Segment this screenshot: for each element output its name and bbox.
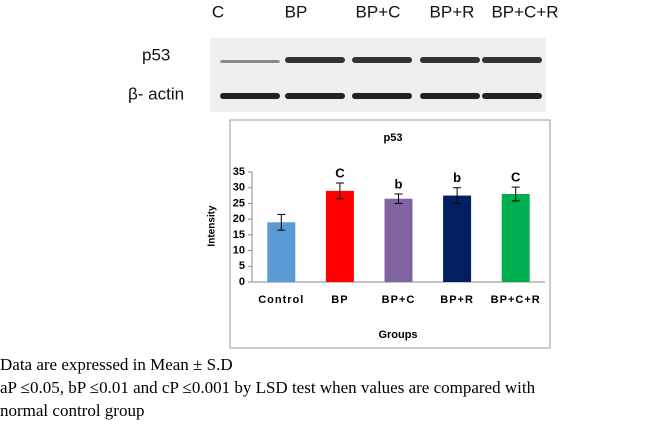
- caption-line: aP ≤0.05, bP ≤0.01 and cP ≤0.001 by LSD …: [0, 378, 536, 397]
- lane-label: BP: [285, 2, 308, 21]
- caption-line: Data are expressed in Mean ± S.D: [0, 355, 233, 374]
- y-tick-label: 0: [239, 276, 245, 288]
- x-axis-label: Groups: [378, 329, 417, 341]
- band: [420, 57, 480, 63]
- y-tick-label: 5: [239, 260, 245, 272]
- band: [220, 93, 280, 99]
- bar: [325, 190, 354, 282]
- x-tick-label: BP+R: [440, 294, 474, 306]
- x-tick-label: BP: [331, 294, 348, 306]
- x-tick-label: BP+C: [382, 294, 416, 306]
- blot-membrane: [210, 38, 546, 112]
- lane-label: BP+C: [356, 2, 401, 21]
- band: [482, 57, 542, 63]
- y-tick-label: 10: [233, 244, 245, 256]
- caption-line: normal control group: [0, 401, 144, 420]
- lane-label: BP+R: [430, 2, 475, 21]
- y-tick-label: 35: [233, 166, 245, 178]
- band: [352, 93, 412, 99]
- y-tick-label: 20: [233, 213, 245, 225]
- band: [482, 93, 542, 99]
- bar: [443, 195, 472, 282]
- row-label: β- actin: [128, 84, 184, 103]
- x-tick-label: BP+C+R: [491, 294, 541, 306]
- bar: [501, 194, 530, 282]
- y-tick-label: 30: [233, 182, 245, 194]
- y-tick-label: 25: [233, 197, 245, 209]
- lane-label: C: [212, 2, 224, 21]
- y-axis-label: Intensity: [207, 205, 218, 247]
- significance-label: C: [335, 165, 345, 180]
- band: [285, 57, 345, 63]
- bar: [384, 198, 413, 282]
- band: [420, 93, 480, 99]
- significance-label: b: [453, 170, 461, 185]
- row-label: p53: [142, 45, 170, 64]
- significance-label: b: [395, 176, 403, 191]
- band: [352, 57, 412, 63]
- band: [220, 60, 280, 63]
- y-tick-label: 15: [233, 229, 245, 241]
- bar: [267, 222, 296, 282]
- chart-title: p53: [384, 132, 403, 144]
- significance-label: C: [511, 170, 521, 185]
- x-tick-label: Control: [258, 294, 304, 306]
- band: [285, 93, 345, 99]
- lane-label: BP+C+R: [491, 2, 558, 21]
